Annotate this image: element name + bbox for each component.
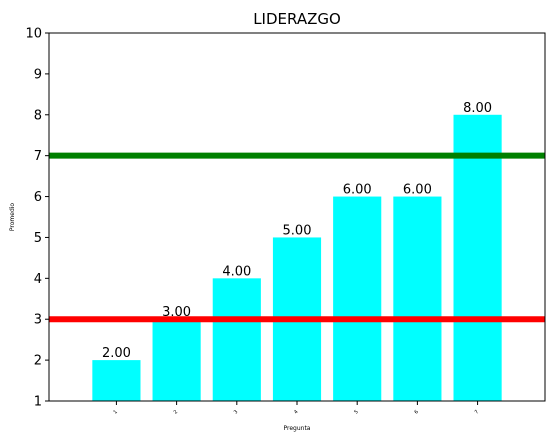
bar-value-label: 5.00 [283,223,312,238]
bar-value-label: 6.00 [403,183,432,198]
bar [393,196,442,401]
y-tick-label: 7 [34,149,42,164]
bar-value-label: 6.00 [343,183,372,198]
bar [333,196,382,401]
x-axis-label: Pregunta [284,425,311,432]
y-tick-label: 8 [34,108,42,123]
x-tick-label: 6 [413,409,419,415]
y-tick-label: 2 [34,354,42,369]
x-tick-label: 4 [293,409,299,415]
value-labels: 2.00 3.00 4.00 5.00 6.00 6.00 8.00 [102,101,492,361]
x-tick-label: 7 [474,409,480,415]
bar-value-label: 3.00 [162,305,191,320]
y-tick-label: 6 [34,190,42,205]
bar [453,114,502,402]
x-tick-label: 5 [353,409,359,415]
chart-title: LIDERAZGO [253,10,341,28]
x-tick-label: 2 [173,409,179,415]
y-tick-label: 3 [34,313,42,328]
y-tick-label: 1 [34,395,42,410]
y-axis-ticks: 1 2 3 4 5 6 7 8 9 10 [25,27,49,410]
bar [212,278,261,401]
bar-value-label: 8.00 [463,101,492,116]
reference-lines [49,152,545,323]
bars [92,114,502,402]
bar [152,319,201,401]
plot-frame [48,32,546,402]
bar-value-label: 2.00 [102,346,131,361]
y-tick-label: 10 [25,27,42,42]
x-tick-label: 3 [233,409,239,415]
bar-value-label: 4.00 [222,264,251,279]
x-axis-ticks: 1 2 3 4 5 6 7 [112,401,480,416]
x-tick-label: 1 [112,409,118,415]
y-tick-label: 9 [34,67,42,82]
y-tick-label: 4 [34,272,42,287]
bar [92,360,141,401]
y-tick-label: 5 [34,231,42,246]
y-axis-label: Promedio [9,203,16,232]
